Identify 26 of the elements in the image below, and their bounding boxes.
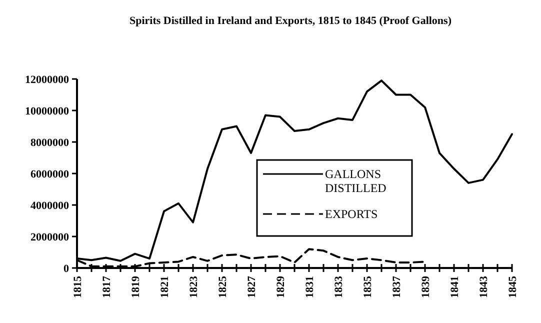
y-tick-label: 12000000 bbox=[25, 74, 70, 86]
x-tick-label: 1825 bbox=[216, 276, 229, 298]
chart-title: Spirits Distilled in Ireland and Exports, 1815 to 1845 (Proof Gallons) bbox=[130, 15, 452, 27]
x-tick-label: 1827 bbox=[246, 276, 258, 298]
y-tick-label: 8000000 bbox=[30, 136, 70, 149]
x-tick-label: 1835 bbox=[362, 276, 374, 298]
legend-label: GALLONS DISTILLED bbox=[325, 167, 387, 195]
x-tick-label: 1845 bbox=[506, 276, 519, 298]
x-tick-label: 1833 bbox=[332, 276, 345, 298]
y-tick-label: 6000000 bbox=[30, 168, 70, 180]
x-tick-label: 1819 bbox=[130, 276, 142, 298]
y-tick-label: 0 bbox=[64, 262, 70, 275]
y-tick-label: 4000000 bbox=[30, 200, 70, 212]
x-tick-label: 1839 bbox=[420, 276, 432, 298]
x-tick-label: 1829 bbox=[274, 276, 287, 298]
x-tick-label: 1841 bbox=[448, 276, 461, 298]
x-tick-label: 1815 bbox=[72, 276, 84, 298]
x-tick-label: 1817 bbox=[100, 276, 113, 298]
x-tick-label: 1837 bbox=[390, 276, 403, 298]
legend-label: EXPORTS bbox=[325, 207, 378, 221]
y-tick-label: 10000000 bbox=[25, 105, 70, 118]
x-tick-label: 1843 bbox=[478, 276, 490, 298]
x-tick-label: 1823 bbox=[188, 276, 200, 298]
y-tick-label: 2000000 bbox=[30, 231, 70, 244]
x-tick-label: 1821 bbox=[158, 276, 171, 298]
x-tick-label: 1831 bbox=[304, 276, 316, 298]
